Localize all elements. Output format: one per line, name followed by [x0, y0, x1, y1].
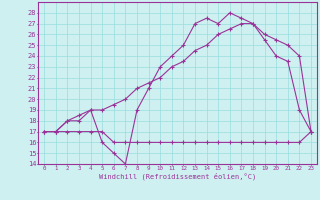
X-axis label: Windchill (Refroidissement éolien,°C): Windchill (Refroidissement éolien,°C)	[99, 172, 256, 180]
